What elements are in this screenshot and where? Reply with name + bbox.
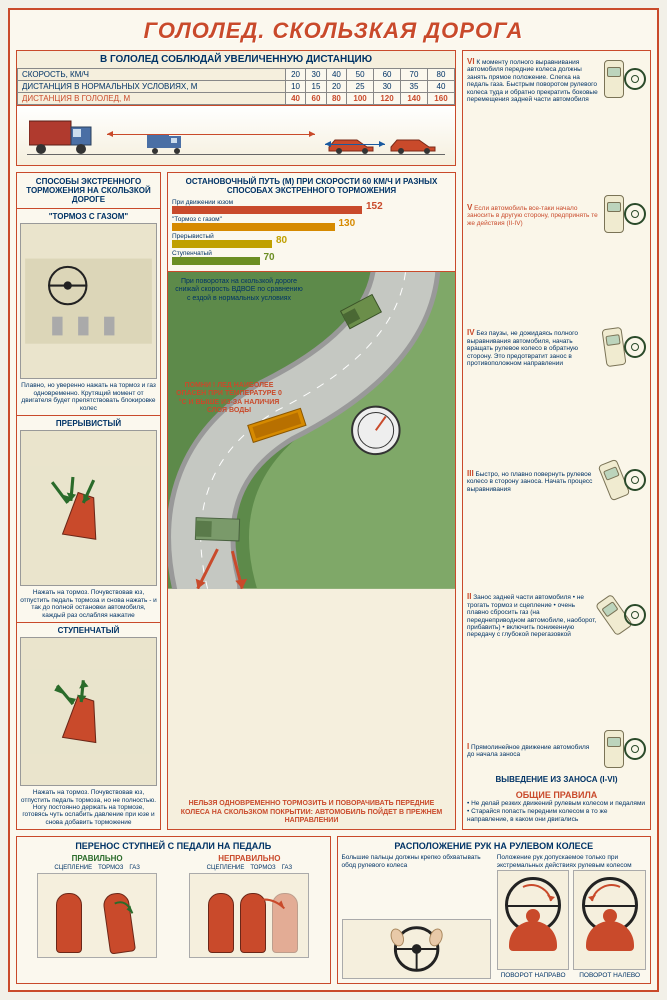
ice-label: ДИСТАНЦИЯ В ГОЛОЛЕД, М (18, 93, 286, 105)
skid-step: IV Без паузы, не дожидаясь полного вырав… (467, 326, 646, 370)
skid-step: V Если автомобиль все-таки начало заноси… (467, 193, 646, 237)
normal-label: ДИСТАНЦИЯ В НОРМАЛЬНЫХ УСЛОВИЯХ, М (18, 81, 286, 93)
pedals-correct: ПРАВИЛЬНО СЦЕПЛЕНИЕ ТОРМОЗ ГАЗ (37, 854, 157, 958)
bar-row: "Тормоз с газом"130 (172, 216, 451, 231)
car-icon-1 (327, 135, 375, 155)
road-svg (168, 272, 455, 589)
left-column: В ГОЛОЛЕД СОБЛЮДАЙ УВЕЛИЧЕННУЮ ДИСТАНЦИЮ… (16, 50, 456, 830)
turn-right-img (497, 870, 570, 970)
skid-sequence: VI К моменту полного выравнивания автомо… (462, 50, 651, 830)
hands-title: РАСПОЛОЖЕНИЕ РУК НА РУЛЕВОМ КОЛЕСЕ (342, 841, 647, 851)
main-grid: В ГОЛОЛЕД СОБЛЮДАЙ УВЕЛИЧЕННУЮ ДИСТАНЦИЮ… (10, 50, 657, 836)
speed-row: СКОРОСТЬ, КМ/Ч 20 30 40 50 60 70 80 (18, 69, 455, 81)
bar-row: Ступенчатый70 (172, 250, 451, 265)
main-title: ГОЛОЛЕД. СКОЛЬЗКАЯ ДОРОГА (10, 10, 657, 50)
brake-method-2: ПРЕРЫВИСТЫЙ Нажать на тормоз. Почувствов… (17, 415, 160, 622)
normal-dist-row: ДИСТАНЦИЯ В НОРМАЛЬНЫХ УСЛОВИЯХ, М 10152… (18, 81, 455, 93)
braking-column: СПОСОБЫ ЭКСТРЕННОГО ТОРМОЖЕНИЯ НА СКОЛЬЗ… (16, 172, 161, 830)
rule-1: Не делай резких движений рулевым колесом… (471, 800, 645, 807)
rules-title: ОБЩИЕ ПРАВИЛА (467, 790, 646, 800)
pedals-block: ПЕРЕНОС СТУПНЕЙ С ПЕДАЛИ НА ПЕДАЛЬ ПРАВИ… (16, 836, 331, 984)
truck-icon (29, 117, 104, 155)
small-truck-icon (147, 129, 189, 155)
distance-header: В ГОЛОЛЕД СОБЛЮДАЙ УВЕЛИЧЕННУЮ ДИСТАНЦИЮ (17, 51, 455, 68)
pedals-title: ПЕРЕНОС СТУПНЕЙ С ПЕДАЛИ НА ПЕДАЛЬ (21, 841, 326, 851)
right-column: VI К моменту полного выравнивания автомо… (462, 50, 651, 830)
hands-text-1: Большие пальцы должны крепко обхватывать… (342, 854, 491, 915)
feet-incorrect (189, 873, 309, 958)
skid-step: III Быстро, но плавно повернуть рулевое … (467, 459, 646, 503)
correct-label: ПРАВИЛЬНО (37, 854, 157, 863)
pedal-labels-1: СЦЕПЛЕНИЕ ТОРМОЗ ГАЗ (37, 865, 157, 871)
brake-method-3: СТУПЕНЧАТЫЙ Нажать на тормоз. Почувствов… (17, 622, 160, 829)
bar-row: Прерывистый80 (172, 233, 451, 248)
hands-block: РАСПОЛОЖЕНИЕ РУК НА РУЛЕВОМ КОЛЕСЕ Больш… (337, 836, 652, 984)
caption-left: ПОВОРОТ НАЛЕВО (573, 972, 646, 979)
car-icon-2 (389, 135, 437, 155)
rules-box: ОБЩИЕ ПРАВИЛА • Не делай резких движений… (467, 790, 646, 823)
incorrect-label: НЕПРАВИЛЬНО (189, 854, 309, 863)
brake-method-1: "ТОРМОЗ С ГАЗОМ" Плавно, но уверенно наж… (17, 208, 160, 415)
braking-header: СПОСОБЫ ЭКСТРЕННОГО ТОРМОЖЕНИЯ НА СКОЛЬЗ… (17, 173, 160, 208)
pedals-incorrect: НЕПРАВИЛЬНО СЦЕПЛЕНИЕ ТОРМОЗ ГАЗ (189, 854, 309, 958)
skid-step: VI К моменту полного выравнивания автомо… (467, 57, 646, 104)
ice-dist-row: ДИСТАНЦИЯ В ГОЛОЛЕД, М 40608010012014016… (18, 93, 455, 105)
bars-container: При движении юзом152 "Тормоз с газом"130 П… (172, 199, 451, 265)
distance-block: В ГОЛОЛЕД СОБЛЮДАЙ УВЕЛИЧЕННУЮ ДИСТАНЦИЮ… (16, 50, 456, 166)
brake-text-1: Плавно, но уверенно нажать на тормоз и г… (20, 382, 157, 412)
skid-steps: VI К моменту полного выравнивания автомо… (467, 57, 646, 772)
rule-2: Старайся попасть передним колесом в то ж… (467, 808, 608, 823)
skid-title: ВЫВЕДЕНИЕ ИЗ ЗАНОСА (I-VI) (467, 772, 646, 784)
brake-text-2: Нажать на тормоз. Почувствовав юз, отпус… (20, 589, 157, 619)
skid-step: II Занос задней части автомобиля • не тр… (467, 592, 646, 639)
turn-left-img (573, 870, 646, 970)
hands-row: Большие пальцы должны крепко обхватывать… (342, 854, 647, 979)
ice-distance-arrow (107, 134, 315, 135)
steering-basic (342, 919, 491, 979)
bottom-row: ПЕРЕНОС СТУПНЕЙ С ПЕДАЛИ НА ПЕДАЛЬ ПРАВИ… (10, 836, 657, 990)
brake-text-3: Нажать на тормоз. Почувствовав юз, отпус… (20, 789, 157, 826)
chart-title: ОСТАНОВОЧНЫЙ ПУТЬ (М) ПРИ СКОРОСТИ 60 КМ… (172, 177, 451, 195)
feet-correct (37, 873, 157, 958)
road-illustration: При поворотах на скользкой дороге снижай… (167, 271, 456, 830)
turn-text: При поворотах на скользкой дороге снижай… (174, 278, 304, 303)
brake-img-2 (20, 430, 157, 586)
brake-img-3 (20, 637, 157, 786)
vehicle-illustration (17, 105, 455, 165)
middle-row: СПОСОБЫ ЭКСТРЕННОГО ТОРМОЖЕНИЯ НА СКОЛЬЗ… (16, 172, 456, 830)
brake-img-1 (20, 223, 157, 379)
stopping-chart: ОСТАНОВОЧНЫЙ ПУТЬ (М) ПРИ СКОРОСТИ 60 КМ… (167, 172, 456, 271)
poster: ГОЛОЛЕД. СКОЛЬЗКАЯ ДОРОГА В ГОЛОЛЕД СОБЛ… (8, 8, 659, 992)
skid-step: I Прямолинейное движение автомобиля до н… (467, 728, 646, 772)
bar-row: При движении юзом152 (172, 199, 451, 214)
pedal-labels-2: СЦЕПЛЕНИЕ ТОРМОЗ ГАЗ (189, 865, 309, 871)
speed-label: СКОРОСТЬ, КМ/Ч (18, 69, 286, 81)
bottom-warning: НЕЛЬЗЯ ОДНОВРЕМЕННО ТОРМОЗИТЬ И ПОВОРАЧИ… (174, 800, 449, 825)
brake-title-2: ПРЕРЫВИСТЫЙ (20, 419, 157, 428)
pedal-row: ПРАВИЛЬНО СЦЕПЛЕНИЕ ТОРМОЗ ГАЗ НЕПРАВИЛЬ… (21, 854, 326, 958)
hands-text-2: Положение рук допускаемое только при экс… (497, 854, 646, 870)
distance-table: СКОРОСТЬ, КМ/Ч 20 30 40 50 60 70 80 ДИСТ… (17, 68, 455, 105)
caption-right: ПОВОРОТ НАПРАВО (497, 972, 570, 979)
chart-road-column: ОСТАНОВОЧНЫЙ ПУТЬ (М) ПРИ СКОРОСТИ 60 КМ… (167, 172, 456, 830)
brake-title-3: СТУПЕНЧАТЫЙ (20, 626, 157, 635)
remember-text: ПОМНИ ! ЛЕД НАИБОЛЕЕ ОПАСЕН ПРИ ТЕМПЕРАТ… (174, 382, 284, 416)
normal-distance-arrow (325, 144, 385, 145)
brake-title-1: "ТОРМОЗ С ГАЗОМ" (20, 212, 157, 221)
